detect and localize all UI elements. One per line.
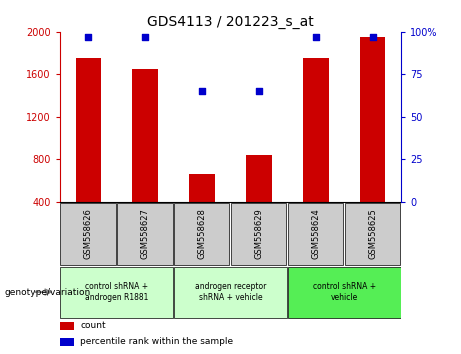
Text: GSM558625: GSM558625 [368, 208, 377, 259]
Text: control shRNA +
vehicle: control shRNA + vehicle [313, 282, 376, 302]
Text: androgen receptor
shRNA + vehicle: androgen receptor shRNA + vehicle [195, 282, 266, 302]
Bar [118, 203, 172, 265]
Bar [174, 267, 287, 318]
Point [198, 88, 206, 94]
Text: control shRNA +
androgen R1881: control shRNA + androgen R1881 [85, 282, 148, 302]
Text: GSM558624: GSM558624 [311, 208, 320, 259]
Point [369, 34, 376, 40]
Bar [345, 203, 400, 265]
Text: count: count [80, 321, 106, 330]
Text: GSM558629: GSM558629 [254, 208, 263, 259]
Point [255, 88, 263, 94]
Bar [288, 203, 343, 265]
Bar [246, 155, 272, 202]
Bar [60, 267, 173, 318]
Text: GSM558627: GSM558627 [141, 208, 150, 259]
Text: GSM558628: GSM558628 [198, 208, 207, 259]
Bar [288, 267, 401, 318]
Bar [303, 58, 329, 202]
Bar [174, 203, 230, 265]
Text: genotype/variation: genotype/variation [5, 287, 91, 297]
Bar [189, 174, 215, 202]
Bar [132, 69, 158, 202]
Text: GSM558626: GSM558626 [84, 208, 93, 259]
Bar [60, 322, 74, 330]
Title: GDS4113 / 201223_s_at: GDS4113 / 201223_s_at [147, 16, 314, 29]
Bar [60, 203, 116, 265]
Bar [76, 58, 101, 202]
Text: percentile rank within the sample: percentile rank within the sample [80, 337, 234, 346]
Bar [60, 338, 74, 346]
Point [142, 34, 149, 40]
Bar [231, 203, 286, 265]
Point [312, 34, 319, 40]
Bar [360, 37, 385, 202]
Point [85, 34, 92, 40]
